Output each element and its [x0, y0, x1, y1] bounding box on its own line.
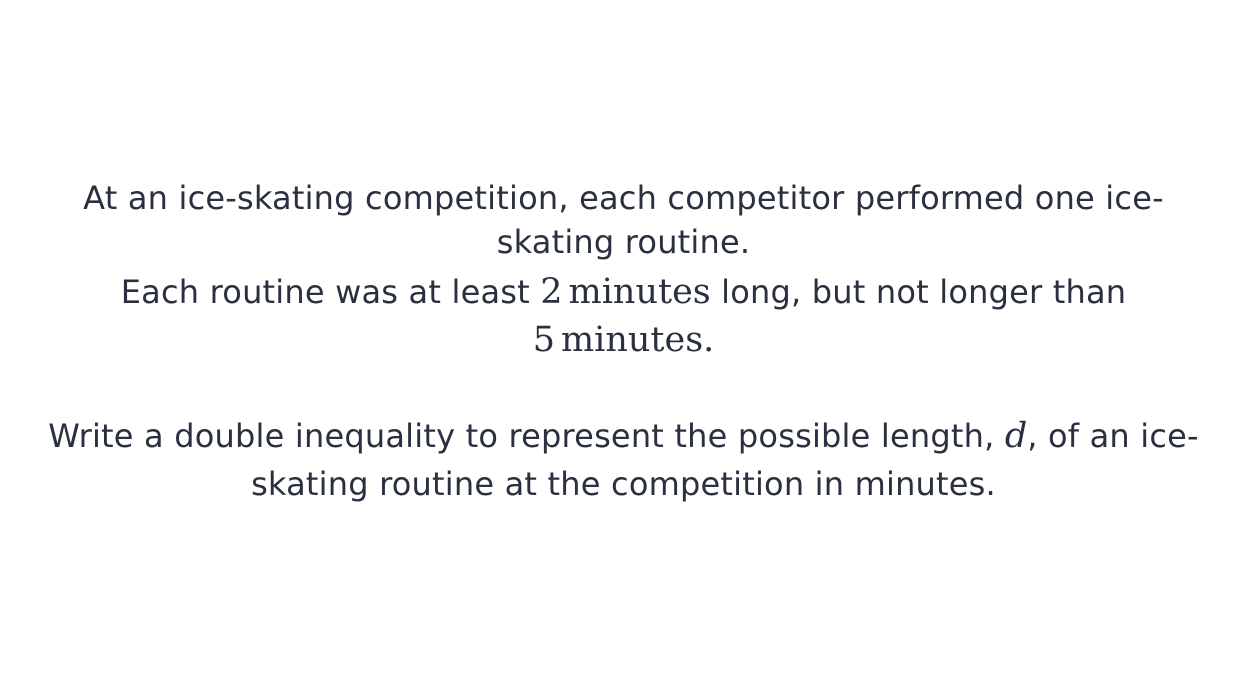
question-intro: At an ice-skating competition, each comp… — [0, 176, 1247, 264]
constraint-middle: long, but not longer than — [710, 273, 1127, 311]
math-variable-d: d — [1004, 416, 1028, 456]
constraint-line-1: Each routine was at least 2 minutes long,… — [0, 268, 1247, 316]
min-value: 2 — [540, 272, 563, 312]
question-content: At an ice-skating competition, each comp… — [0, 176, 1247, 508]
intro-line-2: skating routine. — [496, 223, 751, 261]
task-suffix: , of an ice- — [1027, 417, 1199, 455]
question-task: Write a double inequality to represent t… — [0, 412, 1247, 508]
task-line-2: skating routine at the competition in mi… — [251, 465, 996, 503]
unit-minutes-1: minutes — [568, 272, 711, 312]
constraint-line-2: 5 minutes. — [0, 316, 1247, 364]
question-constraint: Each routine was at least 2 minutes long,… — [0, 268, 1247, 364]
unit-minutes-2: minutes. — [560, 320, 715, 360]
max-value: 5 — [532, 320, 555, 360]
math-max-minutes: 5 minutes. — [533, 320, 715, 360]
intro-line-1: At an ice-skating competition, each comp… — [83, 179, 1164, 217]
task-prefix: Write a double inequality to represent t… — [48, 417, 1005, 455]
math-min-minutes: 2 minutes — [540, 272, 711, 312]
task-line-1: Write a double inequality to represent t… — [0, 412, 1247, 460]
constraint-prefix: Each routine was at least — [120, 273, 541, 311]
